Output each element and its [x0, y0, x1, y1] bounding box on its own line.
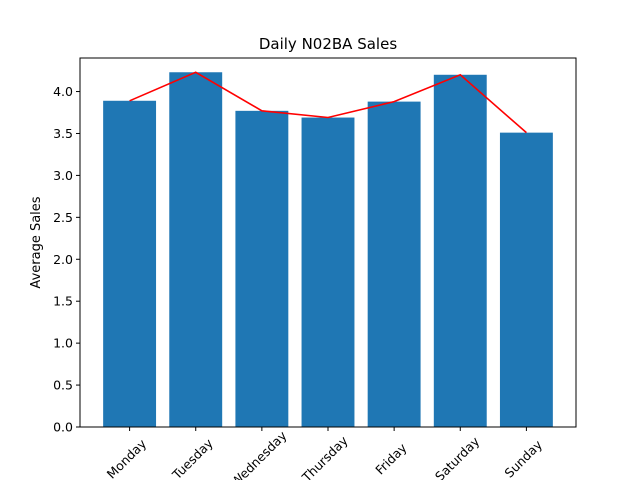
- y-tick-label: 1.0: [53, 336, 73, 351]
- y-axis-title: Average Sales: [29, 196, 44, 288]
- y-axis-ticks: 0.0 0.5 1.0 1.5 2.0 2.5 3.0 3.5 4.0: [53, 84, 80, 435]
- y-tick-label: 1.5: [53, 294, 73, 309]
- x-tick-label-friday: Friday: [372, 440, 410, 478]
- bar-saturday: [433, 74, 487, 427]
- y-tick-label: 0.0: [53, 420, 73, 435]
- x-axis-ticks: Monday Tuesday Wednesday Thursday Friday Satu…: [104, 427, 545, 480]
- y-tick-label: 2.5: [53, 210, 73, 225]
- bars: [103, 72, 553, 428]
- x-tick-label-monday: Monday: [104, 436, 150, 480]
- bar-wednesday: [235, 110, 289, 427]
- y-tick-label: 2.0: [53, 252, 73, 267]
- x-tick-label-wednesday: Wednesday: [228, 428, 290, 480]
- chart-title: Daily N02BA Sales: [259, 35, 397, 53]
- bar-thursday: [301, 117, 355, 427]
- x-tick-label-sunday: Sunday: [501, 437, 545, 480]
- axes-frame: [79, 57, 577, 428]
- x-tick-label-saturday: Saturday: [432, 433, 483, 480]
- x-tick-label-tuesday: Tuesday: [169, 435, 217, 480]
- trend-line-path: [129, 71, 527, 134]
- y-tick-label: 3.5: [53, 126, 73, 141]
- y-tick-label: 4.0: [53, 84, 73, 99]
- bar-sunday: [499, 132, 553, 427]
- y-tick-label: 3.0: [53, 168, 73, 183]
- trend-line: [129, 71, 527, 134]
- bar-friday: [367, 101, 421, 427]
- x-tick-label-thursday: Thursday: [298, 433, 351, 480]
- y-tick-label: 0.5: [53, 378, 73, 393]
- bar-tuesday: [169, 72, 223, 427]
- bar-monday: [103, 100, 157, 428]
